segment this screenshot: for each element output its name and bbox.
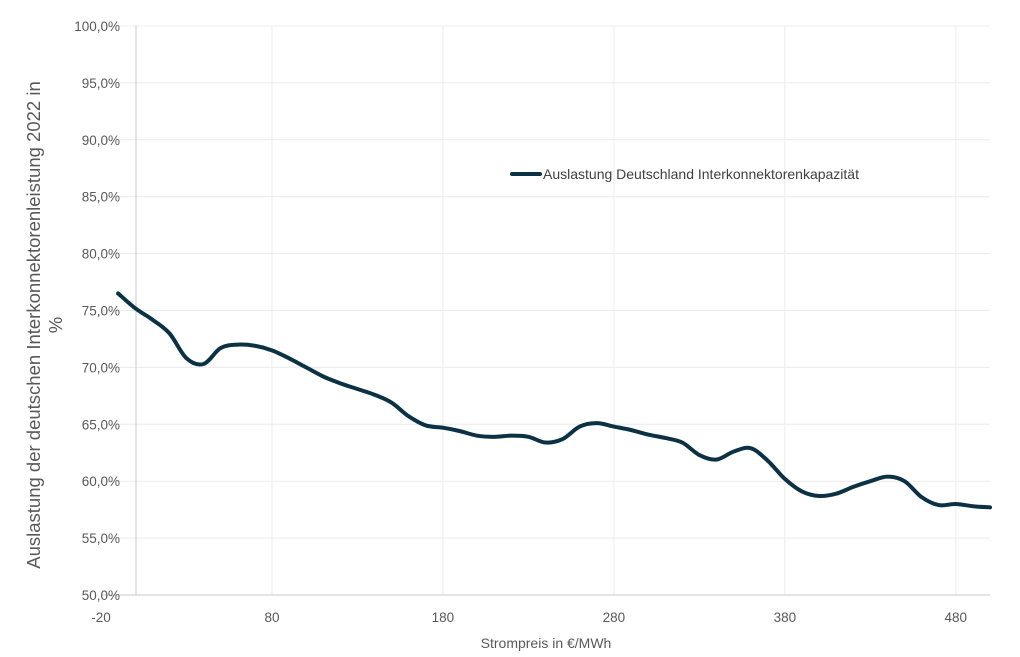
x-tick-label: -20 (91, 610, 111, 625)
y-tick-label: 85,0% (82, 190, 120, 205)
y-tick-label: 55,0% (82, 531, 120, 546)
x-tick-label: 180 (432, 610, 455, 625)
legend: Auslastung Deutschland Interkonnektorenk… (510, 166, 859, 182)
x-tick-label: 80 (264, 610, 279, 625)
y-tick-label: 75,0% (82, 304, 120, 319)
y-axis-title-line2: % (45, 317, 66, 333)
y-tick-label: 90,0% (82, 133, 120, 148)
x-tick-labels: -20 80 180 280 380 480 (91, 610, 967, 625)
y-tick-label: 100,0% (74, 19, 120, 34)
x-tick-label: 280 (603, 610, 626, 625)
x-axis-title: Strompreis in €/MWh (481, 635, 612, 651)
y-tick-labels: 50,0% 55,0% 60,0% 65,0% 70,0% 75,0% 80,0% 85,0%… (74, 19, 120, 603)
x-tick-label: 480 (945, 610, 968, 625)
y-axis-title-line1: Auslastung der deutschen Interkonnektore… (23, 81, 44, 569)
grid (101, 25, 990, 595)
y-tick-label: 80,0% (82, 247, 120, 262)
series-line (116, 291, 992, 510)
y-tick-label: 70,0% (82, 360, 120, 375)
y-tick-label: 60,0% (82, 474, 120, 489)
series-layer (116, 291, 992, 510)
legend-label: Auslastung Deutschland Interkonnektorenk… (543, 166, 859, 182)
y-tick-label: 65,0% (82, 417, 120, 432)
y-axis-title: Auslastung der deutschen Interkonnektore… (23, 81, 66, 569)
x-tick-label: 380 (774, 610, 797, 625)
y-tick-label: 95,0% (82, 76, 120, 91)
y-tick-label: 50,0% (82, 588, 120, 603)
